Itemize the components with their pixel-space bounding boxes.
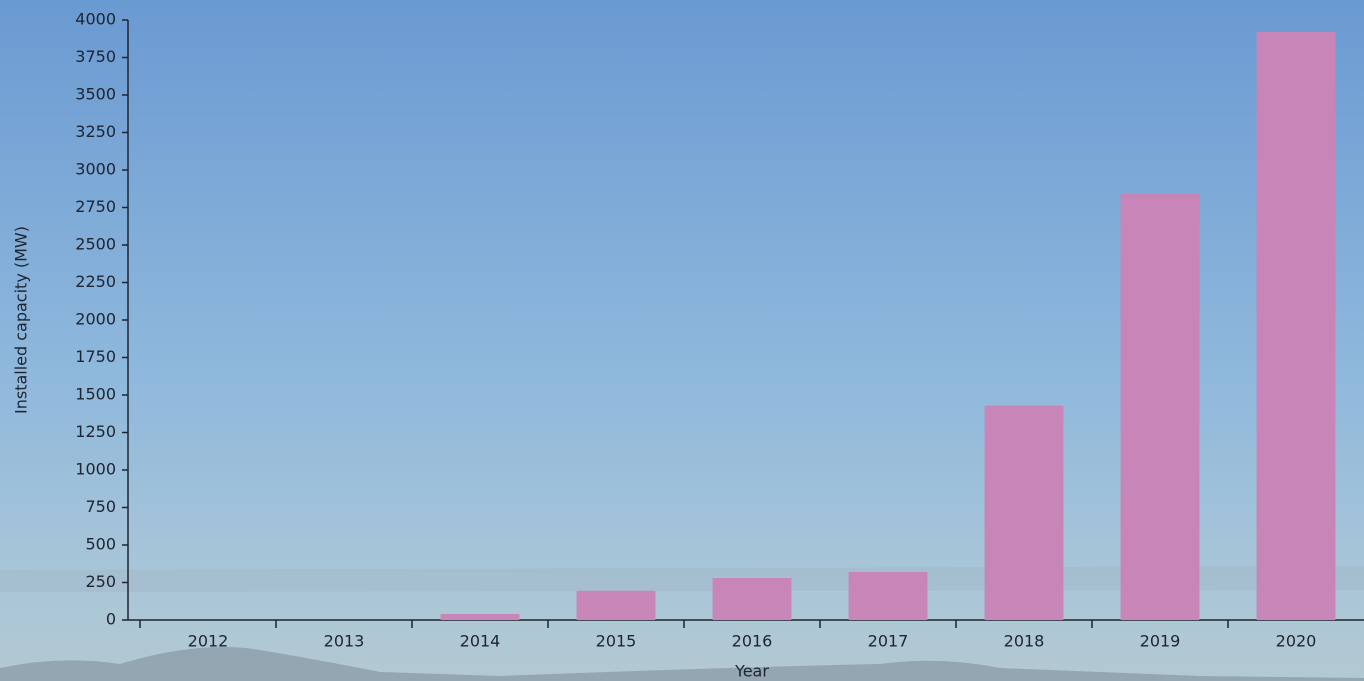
bar [440, 614, 520, 620]
x-tick-label: 2019 [1140, 632, 1181, 651]
y-tick-label: 3000 [75, 160, 116, 179]
y-tick-label: 2250 [75, 272, 116, 291]
x-tick-label: 2015 [596, 632, 637, 651]
x-axis-label: Year [734, 662, 769, 681]
y-tick-label: 2000 [75, 310, 116, 329]
y-tick-label: 1750 [75, 347, 116, 366]
bar [576, 590, 656, 620]
x-tick-label: 2014 [460, 632, 501, 651]
mountains [0, 647, 1364, 681]
x-tick-label: 2020 [1276, 632, 1317, 651]
y-tick-label: 1500 [75, 385, 116, 404]
bar [848, 572, 928, 620]
y-tick-label: 4000 [75, 10, 116, 29]
bar [984, 405, 1064, 620]
x-tick-label: 2013 [324, 632, 365, 651]
y-tick-label: 0 [106, 610, 116, 629]
x-tick-label: 2018 [1004, 632, 1045, 651]
y-tick-label: 500 [85, 535, 116, 554]
y-tick-label: 1000 [75, 460, 116, 479]
x-tick-label: 2012 [188, 632, 229, 651]
x-tick-label: 2016 [732, 632, 773, 651]
bar [1120, 194, 1200, 620]
y-tick-label: 2750 [75, 197, 116, 216]
y-tick-label: 750 [85, 497, 116, 516]
y-axis-label: Installed capacity (MW) [12, 226, 31, 414]
x-tick-label: 2017 [868, 632, 909, 651]
y-tick-label: 1250 [75, 422, 116, 441]
y-tick-label: 3250 [75, 122, 116, 141]
y-tick-label: 3500 [75, 85, 116, 104]
y-tick-label: 250 [85, 572, 116, 591]
y-tick-label: 2500 [75, 235, 116, 254]
bar [712, 578, 792, 620]
bar [1256, 32, 1336, 620]
y-tick-label: 3750 [75, 47, 116, 66]
